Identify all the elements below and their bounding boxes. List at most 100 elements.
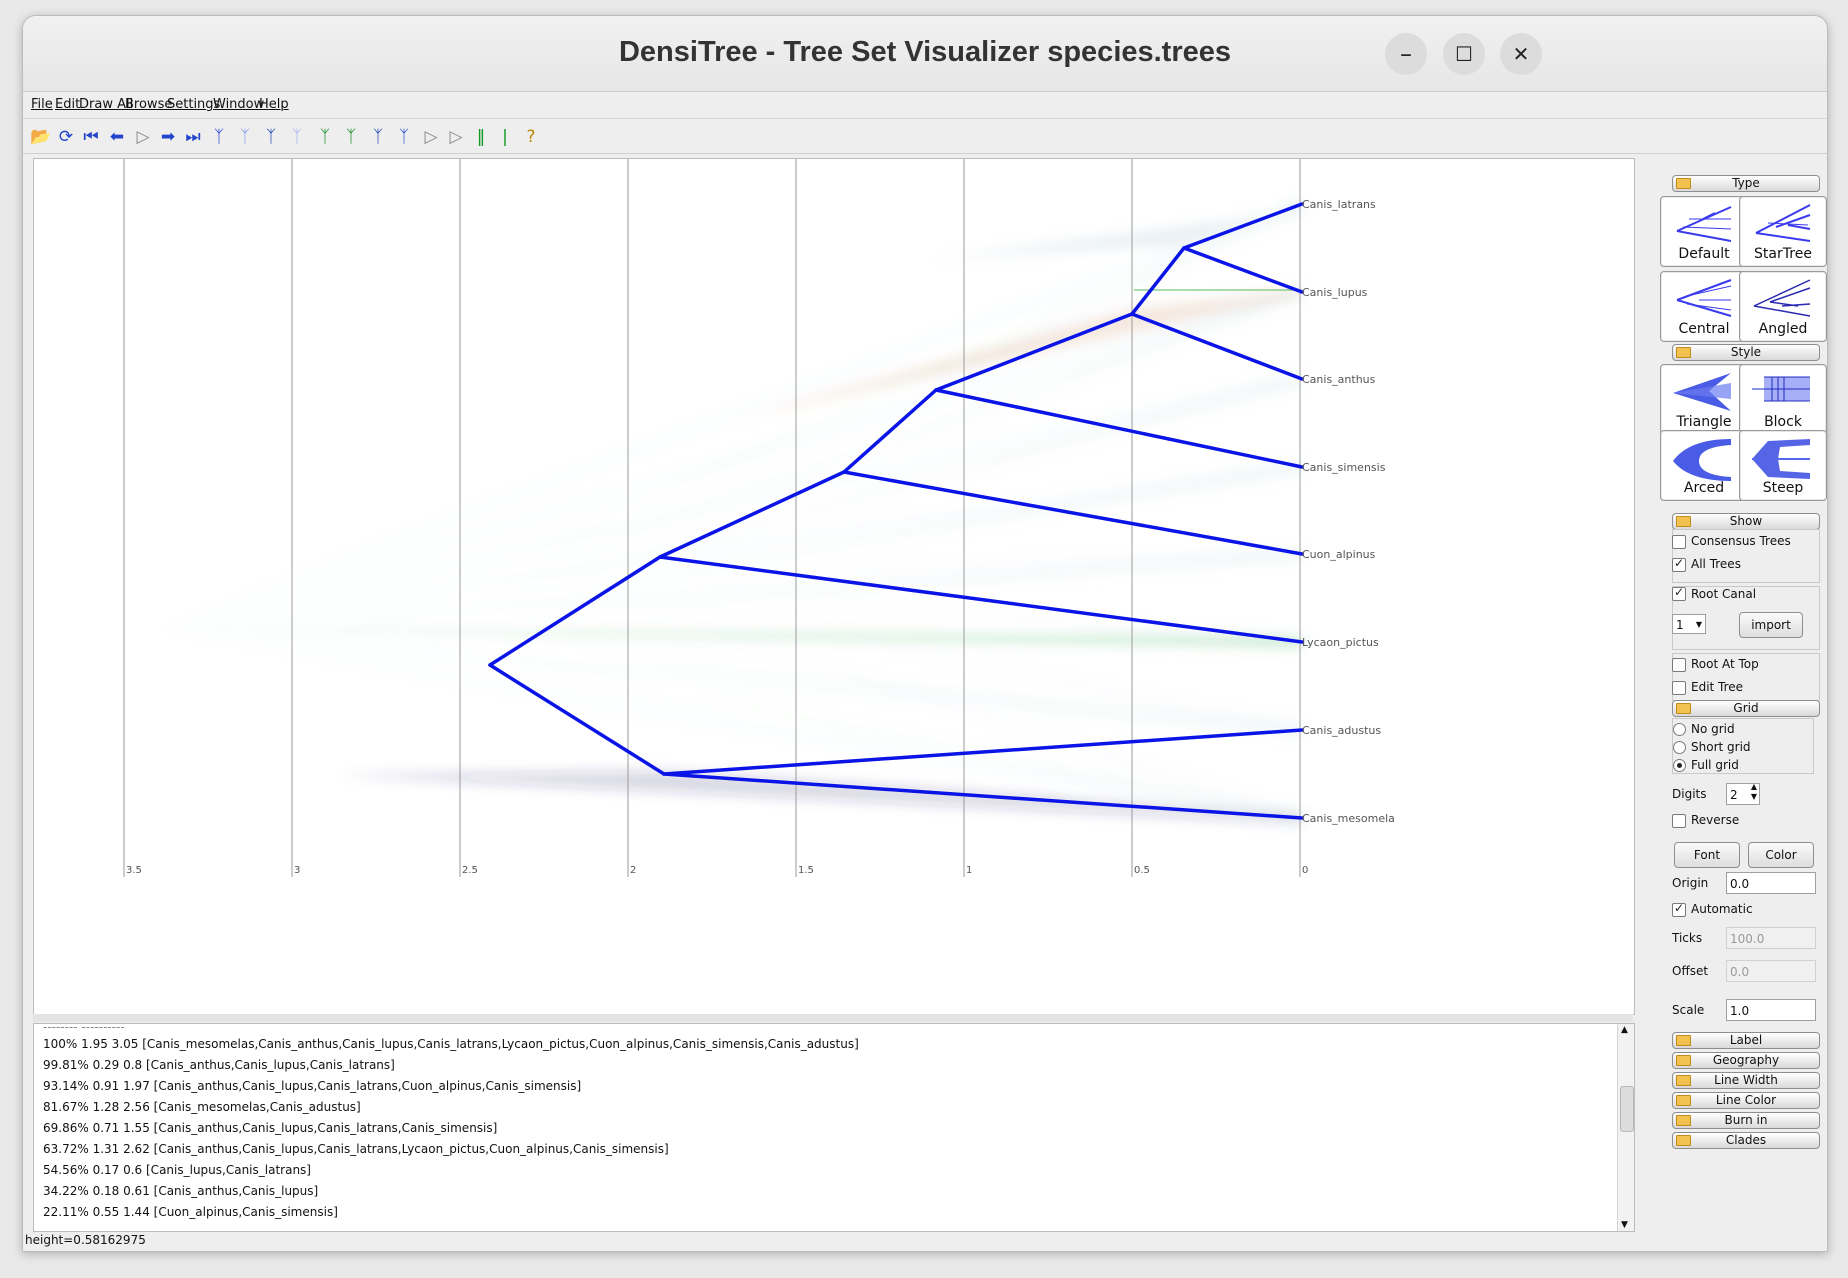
- taxon-labels: Canis_latrans Canis_lupus Canis_anthus Cani…: [1302, 198, 1395, 825]
- tree-fade-icon[interactable]: ᛉ: [291, 127, 303, 147]
- ticks-input[interactable]: 100.0: [1726, 927, 1816, 949]
- previous-icon[interactable]: ⬅: [109, 127, 125, 147]
- tree-outline-icon[interactable]: ᛉ: [398, 127, 410, 147]
- tick-label: 0.5: [1134, 865, 1150, 876]
- folder-icon: [1676, 516, 1691, 527]
- tree-bold-icon[interactable]: ᛉ: [265, 127, 277, 147]
- show-section-button[interactable]: Show: [1672, 513, 1820, 530]
- tree-light-icon[interactable]: ᛉ: [239, 127, 251, 147]
- edit-tree-checkbox[interactable]: [1672, 681, 1686, 695]
- consensus-branch: [842, 388, 938, 474]
- spinner-arrows-icon[interactable]: ▲ ▼: [1750, 782, 1757, 801]
- zoom-v-icon[interactable]: ‖: [476, 127, 486, 147]
- reverse-checkbox[interactable]: [1672, 814, 1686, 828]
- scroll-up-icon[interactable]: ▲: [1621, 1025, 1628, 1035]
- grid-lines: [123, 159, 1302, 877]
- type-angled-button[interactable]: Angled: [1739, 271, 1827, 342]
- consensus-branch: [488, 555, 662, 667]
- reload-icon[interactable]: ⟳: [58, 127, 74, 147]
- last-icon[interactable]: ⏭: [185, 127, 201, 147]
- grid-toggle-icon[interactable]: ▷: [424, 127, 438, 147]
- first-icon[interactable]: ⏮: [83, 127, 99, 147]
- menu-browse[interactable]: Browse: [125, 97, 173, 112]
- style-arced-button[interactable]: Arced: [1660, 430, 1748, 501]
- scale-input[interactable]: 1.0: [1726, 999, 1816, 1021]
- grid-toggle-2-icon[interactable]: ▷: [449, 127, 463, 147]
- clades-section-button[interactable]: Clades: [1672, 1132, 1820, 1149]
- maximize-button[interactable]: ☐: [1443, 33, 1485, 75]
- type-default-button[interactable]: Default: [1660, 196, 1748, 267]
- no-grid-radio[interactable]: [1673, 723, 1686, 736]
- clade-list-scrollbar[interactable]: ▲ ▼: [1617, 1024, 1634, 1231]
- splitter[interactable]: [33, 1014, 1633, 1022]
- tree-density: [554, 579, 1302, 736]
- offset-input[interactable]: 0.0: [1726, 960, 1816, 982]
- no-grid-label: No grid: [1691, 722, 1735, 736]
- consensus-branch: [662, 728, 1304, 776]
- automatic-checkbox[interactable]: [1672, 901, 1686, 917]
- full-grid-radio[interactable]: [1673, 759, 1686, 772]
- tree-blue-icon[interactable]: ᛉ: [213, 127, 225, 147]
- grid-group: [1672, 718, 1814, 774]
- style-section-button[interactable]: Style: [1672, 344, 1820, 361]
- consensus-tree: [488, 202, 1304, 820]
- root-at-top-checkbox[interactable]: [1672, 658, 1686, 672]
- minimize-button[interactable]: –: [1385, 33, 1427, 75]
- play-icon[interactable]: ▷: [136, 127, 150, 147]
- next-icon[interactable]: ➡: [160, 127, 176, 147]
- tree-density: [364, 373, 1302, 629]
- tree-density: [554, 579, 1302, 648]
- tree-green-thin-icon[interactable]: ᛉ: [345, 127, 357, 147]
- label-section-button[interactable]: Label: [1672, 1032, 1820, 1049]
- font-button[interactable]: Font: [1674, 842, 1740, 868]
- window-title: DensiTree - Tree Set Visualizer species.…: [618, 36, 1232, 68]
- folder-icon: [1676, 1035, 1691, 1046]
- menu-edit[interactable]: Edit: [55, 97, 81, 112]
- menu-draw-all[interactable]: Draw All: [79, 97, 134, 112]
- menu-help[interactable]: Help: [259, 97, 289, 112]
- burn-in-section-button[interactable]: Burn in: [1672, 1112, 1820, 1129]
- all-trees-label: All Trees: [1691, 557, 1741, 571]
- type-central-button[interactable]: Central: [1660, 271, 1748, 342]
- style-steep-button[interactable]: Steep: [1739, 430, 1827, 501]
- digits-spinner[interactable]: 2 ▲ ▼: [1726, 782, 1760, 805]
- style-block-button[interactable]: Block: [1739, 364, 1827, 435]
- tree-canvas[interactable]: Canis_latrans Canis_lupus Canis_anthus Cani…: [33, 158, 1635, 1015]
- import-button[interactable]: import: [1739, 612, 1803, 638]
- geography-section-button[interactable]: Geography: [1672, 1052, 1820, 1069]
- grid-section-button[interactable]: Grid: [1672, 700, 1820, 717]
- menu-settings[interactable]: Settings: [167, 97, 221, 112]
- consensus-branch: [1182, 246, 1304, 294]
- menu-window[interactable]: Window: [213, 97, 265, 112]
- color-button[interactable]: Color: [1748, 842, 1814, 868]
- scroll-thumb[interactable]: [1620, 1086, 1634, 1132]
- style-triangle-button[interactable]: Triangle: [1660, 364, 1748, 435]
- consensus-trees-checkbox[interactable]: [1672, 535, 1686, 549]
- menu-bar: File Edit Draw All Browse Settings Windo…: [23, 92, 1827, 119]
- type-section-button[interactable]: Type: [1672, 175, 1820, 192]
- short-grid-radio[interactable]: [1673, 741, 1686, 754]
- taxon-label: Canis_latrans: [1302, 198, 1376, 211]
- tick-label: 3: [294, 865, 300, 876]
- menu-file[interactable]: File: [31, 97, 53, 112]
- tree-green-icon[interactable]: ᛉ: [319, 127, 331, 147]
- open-icon[interactable]: 📂: [30, 127, 52, 147]
- root-canal-checkbox[interactable]: [1672, 585, 1686, 601]
- taxon-label: Canis_anthus: [1302, 373, 1376, 386]
- help-icon[interactable]: ?: [526, 127, 536, 147]
- line-width-section-button[interactable]: Line Width: [1672, 1072, 1820, 1089]
- scroll-down-icon[interactable]: ▼: [1621, 1220, 1628, 1230]
- close-button[interactable]: ✕: [1500, 33, 1542, 75]
- offset-label: Offset: [1672, 964, 1709, 978]
- taxon-label: Lycaon_pictus: [1302, 636, 1379, 649]
- type-startree-button[interactable]: StarTree: [1739, 196, 1827, 267]
- zoom-h-icon[interactable]: |: [502, 127, 508, 147]
- clade-list[interactable]: -------- ---------- 100% 1.95 3.05 [Cani…: [33, 1023, 1635, 1232]
- tree-dark-icon[interactable]: ᛉ: [372, 127, 384, 147]
- root-canal-select[interactable]: 1 ▼: [1672, 614, 1706, 634]
- origin-input[interactable]: 0.0: [1726, 872, 1816, 894]
- line-color-section-button[interactable]: Line Color: [1672, 1092, 1820, 1109]
- folder-icon: [1676, 1095, 1691, 1106]
- list-item: 22.11% 0.55 1.44 [Cuon_alpinus,Canis_sim…: [43, 1205, 338, 1219]
- all-trees-checkbox[interactable]: [1672, 556, 1686, 572]
